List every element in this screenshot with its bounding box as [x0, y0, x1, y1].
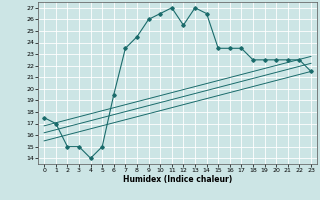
X-axis label: Humidex (Indice chaleur): Humidex (Indice chaleur) [123, 175, 232, 184]
